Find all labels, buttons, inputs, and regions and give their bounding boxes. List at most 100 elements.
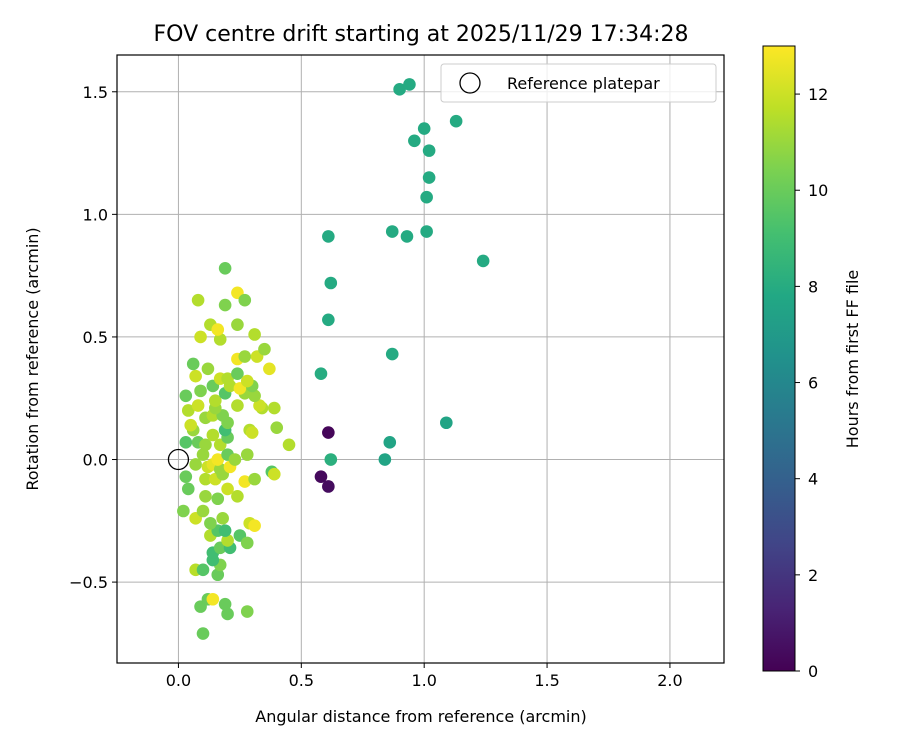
data-point	[218, 261, 232, 275]
colorbar-tick-label: 2	[808, 566, 818, 585]
data-point	[408, 134, 421, 148]
data-point	[196, 563, 210, 577]
data-point	[248, 472, 261, 486]
data-point	[199, 472, 212, 486]
data-point	[422, 144, 436, 157]
data-point	[282, 438, 296, 452]
data-point	[218, 597, 232, 611]
data-point	[324, 453, 338, 466]
data-point	[248, 328, 261, 341]
data-point	[191, 399, 205, 412]
data-point	[231, 489, 244, 503]
data-point	[177, 504, 190, 518]
data-point	[238, 475, 252, 488]
colorbar-tick-label: 4	[808, 470, 818, 489]
colorbar-gradient	[762, 45, 796, 672]
data-point	[314, 367, 328, 381]
data-point	[449, 114, 463, 128]
data-point	[314, 470, 328, 483]
data-point	[228, 453, 242, 466]
data-point	[184, 418, 198, 432]
data-point	[221, 372, 234, 385]
colorbar-tick-label: 0	[808, 662, 818, 681]
data-point	[231, 399, 244, 412]
data-point	[440, 416, 453, 430]
x-axis-ticks: 0.0 0.5 1.0 1.5 2.0	[166, 663, 683, 690]
data-point	[267, 401, 281, 415]
x-tick-label: 1.5	[534, 671, 559, 690]
x-axis-label: Angular distance from reference (arcmin)	[255, 707, 586, 726]
data-point	[179, 470, 193, 483]
colorbar-label: Hours from first FF file	[843, 270, 862, 449]
data-point	[221, 607, 234, 621]
data-point	[201, 362, 215, 376]
scatter-points	[177, 78, 490, 640]
data-point	[204, 516, 217, 530]
data-point	[238, 350, 252, 363]
y-tick-label: 1.5	[83, 83, 108, 102]
data-point	[422, 171, 436, 184]
data-point	[322, 313, 335, 327]
legend-label: Reference platepar	[507, 74, 660, 93]
data-point	[322, 230, 335, 243]
data-point	[194, 384, 207, 398]
data-point	[191, 293, 205, 307]
data-point	[258, 342, 271, 356]
data-point	[385, 347, 399, 361]
data-point	[194, 330, 207, 344]
data-point	[199, 438, 212, 452]
data-point	[231, 318, 244, 331]
data-point	[206, 428, 220, 442]
x-tick-label: 0.5	[289, 671, 314, 690]
data-point	[393, 83, 406, 96]
reference-point-marker	[167, 448, 190, 471]
data-point	[476, 254, 490, 268]
y-tick-label: 0.5	[83, 328, 108, 347]
data-point	[248, 389, 261, 403]
y-tick-label: 0.0	[83, 451, 108, 470]
legend-marker-icon	[459, 72, 481, 94]
data-point	[400, 230, 414, 243]
data-point	[240, 374, 254, 388]
data-point	[240, 605, 254, 618]
data-point	[196, 627, 210, 640]
data-point	[322, 480, 335, 493]
data-point	[417, 122, 431, 135]
y-tick-label: 1.0	[83, 205, 108, 224]
data-point	[248, 519, 261, 533]
reference-layer	[167, 448, 190, 471]
data-point	[211, 453, 225, 466]
data-point	[267, 467, 281, 481]
x-tick-label: 1.0	[411, 671, 436, 690]
data-point	[221, 534, 234, 547]
y-axis-ticks: −0.5 0.0 0.5 1.0 1.5	[69, 83, 117, 592]
data-point	[216, 512, 229, 525]
x-tick-label: 0.0	[166, 671, 191, 690]
chart-title: FOV centre drift starting at 2025/11/29 …	[154, 22, 689, 47]
data-point	[218, 524, 232, 537]
data-point	[211, 568, 225, 582]
data-point	[378, 453, 392, 466]
colorbar: 0 2 4 6 8 10 12 Hours from first FF file	[762, 45, 862, 681]
colorbar-ticks: 0 2 4 6 8 10 12	[795, 85, 828, 681]
data-point	[245, 426, 259, 439]
data-point	[196, 448, 210, 461]
data-point	[181, 404, 195, 417]
colorbar-tick-label: 12	[808, 85, 828, 104]
plot-frame	[116, 54, 725, 664]
data-point	[179, 389, 193, 403]
x-tick-label: 2.0	[657, 671, 682, 690]
data-point	[231, 367, 244, 381]
data-point	[181, 482, 195, 496]
data-point	[324, 276, 338, 290]
y-tick-label: −0.5	[69, 573, 108, 592]
data-point	[196, 504, 210, 518]
data-point	[383, 436, 397, 449]
legend: Reference platepar	[440, 63, 717, 103]
data-point	[186, 357, 200, 371]
data-point	[206, 592, 220, 606]
data-point	[322, 426, 335, 439]
colorbar-tick-label: 10	[808, 181, 828, 200]
data-point	[270, 421, 284, 434]
